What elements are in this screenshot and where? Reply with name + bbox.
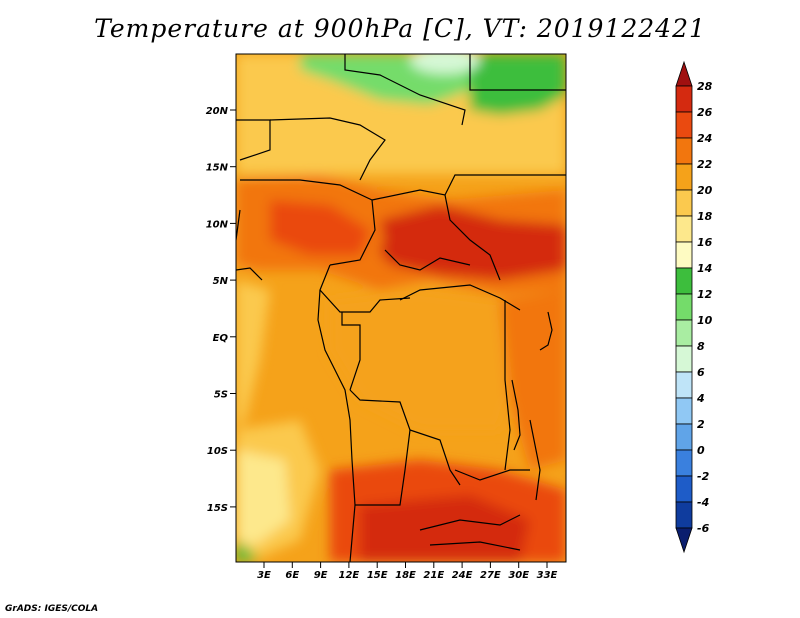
colorbar-bin	[675, 371, 693, 399]
colorbar-label: 14	[697, 262, 712, 275]
colorbar-label: 8	[697, 340, 705, 353]
colorbar-bin	[675, 293, 693, 321]
temperature-field	[236, 54, 566, 562]
lat-label: 15N	[206, 163, 229, 174]
lon-label: 9E	[314, 570, 328, 581]
lat-label: 10N	[206, 219, 229, 230]
colorbar-bin	[675, 137, 693, 165]
colorbar-label: 26	[697, 106, 713, 119]
colorbar-label: 0	[697, 444, 705, 457]
colorbar-label: 4	[696, 392, 705, 405]
colorbar-arrow-bottom	[675, 527, 693, 554]
lat-label: 10S	[207, 446, 228, 457]
colorbar-label: 16	[697, 236, 713, 249]
map-frame	[235, 53, 567, 563]
map-title: Temperature at 900hPa [C], VT: 201912242…	[94, 14, 706, 43]
longitude-axis: 3E 6E 9E 12E 15E 18E 21E 24E 27E 30E 33E	[257, 562, 558, 581]
colorbar-bin	[675, 501, 693, 529]
lon-label: 30E	[508, 570, 529, 581]
lon-label: 24E	[452, 570, 473, 581]
colorbar-label: -2	[697, 470, 710, 483]
colorbar-label: -6	[697, 522, 710, 535]
lon-label: 12E	[339, 570, 360, 581]
colorbar-bin	[675, 319, 693, 347]
colorbar-bin	[675, 449, 693, 477]
colorbar-label: 2	[697, 418, 705, 431]
colorbar-bin	[675, 111, 693, 139]
colorbar-label: 24	[697, 132, 712, 145]
lat-label: 20N	[206, 106, 229, 117]
grads-credit: GrADS: IGES/COLA	[5, 604, 99, 614]
colorbar-label: -4	[697, 496, 709, 509]
lon-label: 6E	[285, 570, 299, 581]
lat-label: 15S	[207, 503, 228, 514]
colorbar-bin	[675, 267, 693, 295]
colorbar-arrow-top	[675, 60, 693, 87]
colorbar-label: 18	[697, 210, 713, 223]
lon-label: 21E	[423, 570, 444, 581]
colorbar-bin	[675, 215, 693, 243]
country-borders	[236, 54, 566, 562]
colorbar-bin	[675, 241, 693, 269]
lat-label: 5S	[214, 390, 228, 401]
lon-label: 18E	[395, 570, 416, 581]
colorbar-bin	[675, 189, 693, 217]
latitude-axis: 20N 15N 10N 5N EQ 5S 10S 15S	[206, 106, 236, 514]
colorbar-label: 6	[697, 366, 705, 379]
colorbar-label: 20	[697, 184, 713, 197]
colorbar-label: 22	[697, 158, 713, 171]
colorbar-bin	[675, 345, 693, 373]
colorbar-bin	[675, 85, 693, 113]
colorbar-label: 28	[697, 80, 713, 93]
colorbar-label: 12	[697, 288, 713, 301]
colorbar-label: 10	[697, 314, 713, 327]
colorbar-bin	[675, 423, 693, 451]
colorbar-bin	[675, 397, 693, 425]
lon-label: 33E	[537, 570, 558, 581]
lon-label: 27E	[480, 570, 501, 581]
colorbar-bin	[675, 163, 693, 191]
lon-label: 15E	[367, 570, 388, 581]
lat-label: EQ	[213, 333, 229, 344]
lat-label: 5N	[213, 276, 229, 287]
colorbar-bin	[675, 475, 693, 503]
lon-label: 3E	[257, 570, 271, 581]
